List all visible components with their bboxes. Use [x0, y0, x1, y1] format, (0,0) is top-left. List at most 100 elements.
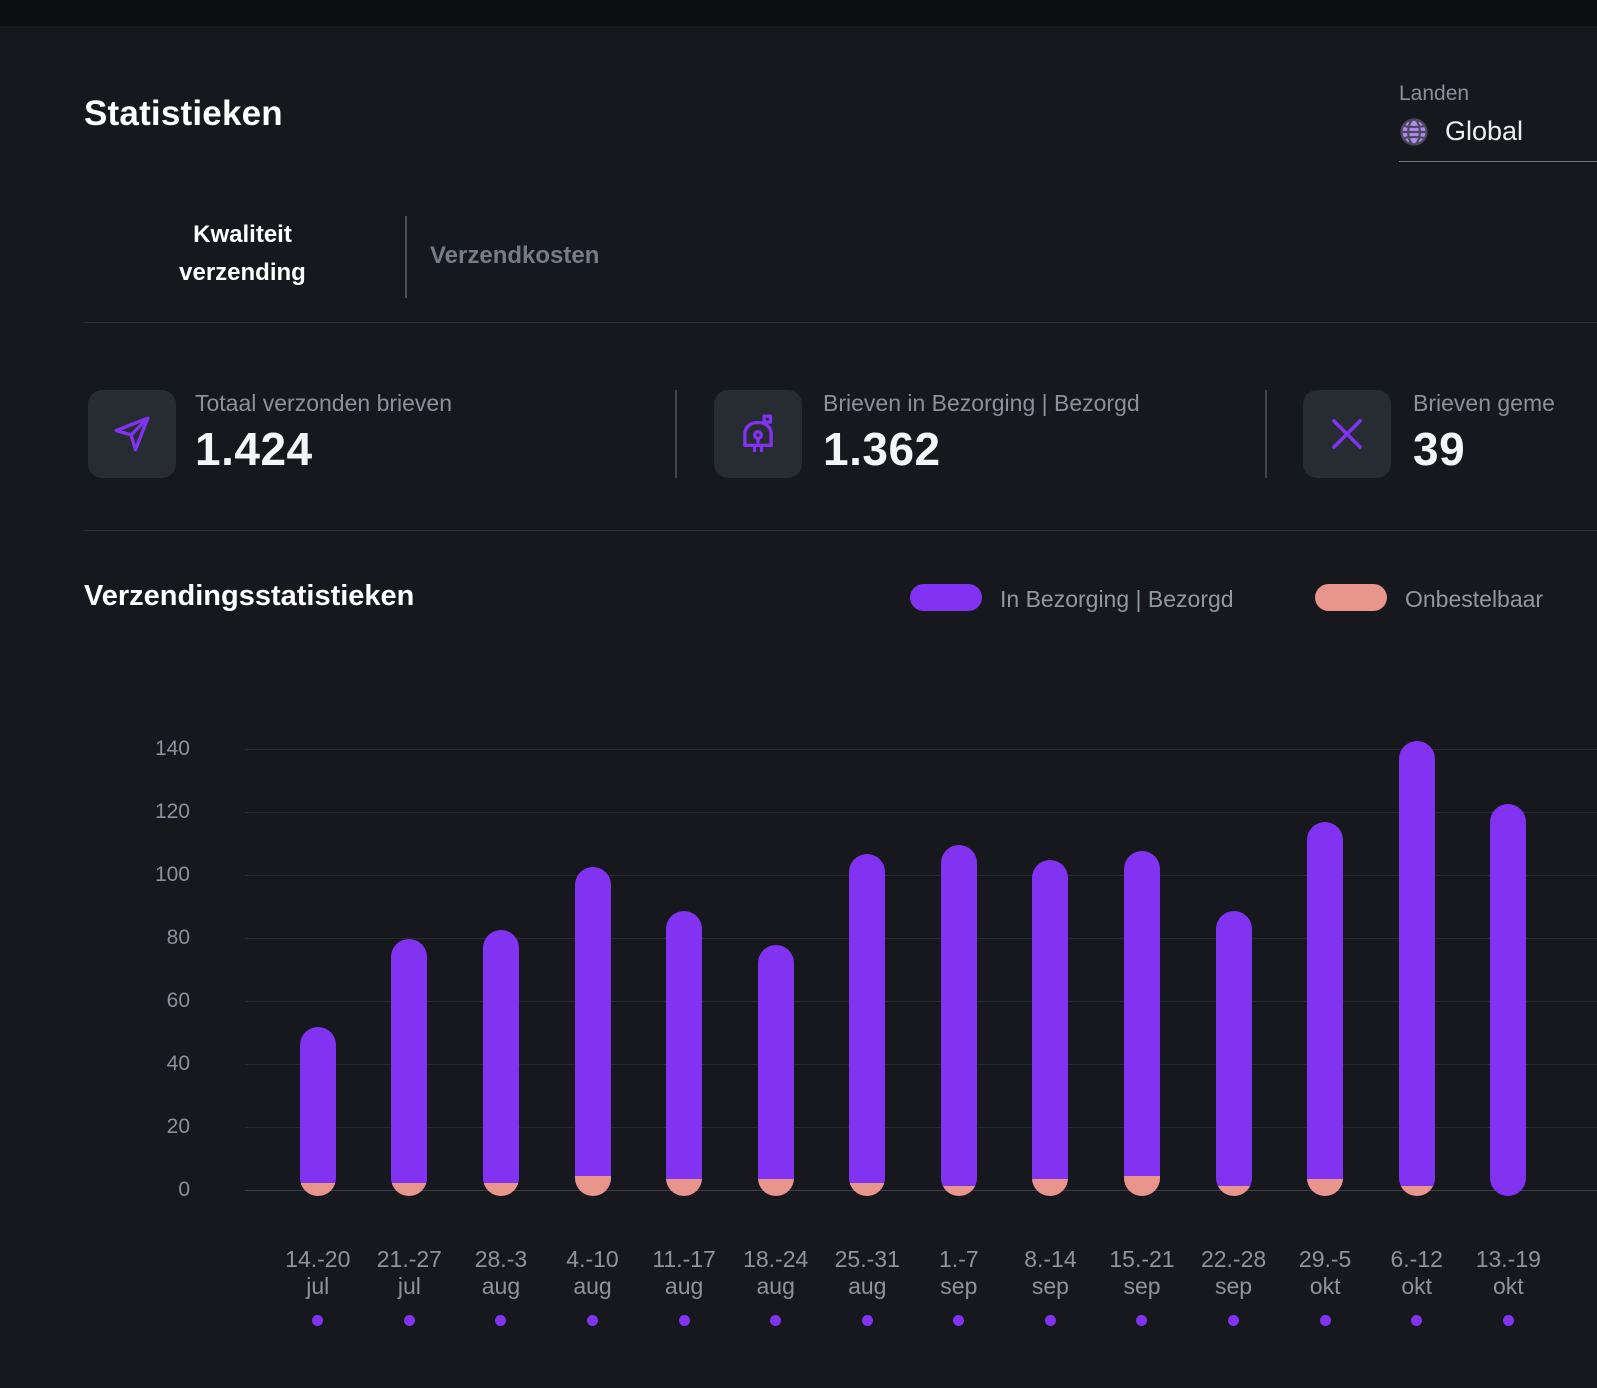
x-label-22.-28-sep: 22.-28 sep	[1188, 1246, 1280, 1326]
bar-29.-5-okt[interactable]	[1307, 822, 1344, 1196]
legend-label-onbestelbaar: Onbestelbaar	[1405, 586, 1544, 612]
bar-11.-17-aug[interactable]	[666, 910, 703, 1196]
top-strip	[0, 0, 1597, 26]
tabs-divider	[405, 216, 407, 298]
x-label-11.-17-aug: 11.-17 aug	[638, 1246, 730, 1326]
bar-slot	[1463, 750, 1555, 1196]
bar-4.-10-aug[interactable]	[574, 866, 611, 1196]
bar-15.-21-sep[interactable]	[1123, 850, 1160, 1196]
x-axis-dot	[1319, 1315, 1331, 1326]
x-axis-dot	[1502, 1315, 1514, 1326]
bar-21.-27-jul[interactable]	[391, 939, 428, 1196]
stat-card-sent-icon-tile	[88, 390, 176, 478]
bar-segment-onbestelbaar	[299, 1182, 336, 1196]
stat-card-sent: Totaal verzonden brieven 1.424	[195, 390, 635, 476]
x-label-range: 29.-5	[1298, 1246, 1352, 1272]
gridline-140	[245, 749, 1597, 750]
x-label-month: aug	[664, 1273, 704, 1299]
bar-segment-onbestelbaar	[940, 1185, 977, 1196]
y-tick-label-40: 40	[166, 1052, 190, 1075]
bar-slot	[547, 750, 639, 1196]
x-label-18.-24-aug: 18.-24 aug	[730, 1246, 822, 1326]
bar-25.-31-aug[interactable]	[849, 853, 886, 1196]
country-select[interactable]: Landen Global	[1399, 82, 1597, 162]
bar-slot	[272, 750, 364, 1196]
bar-slot	[821, 750, 913, 1196]
x-axis-dot	[861, 1315, 873, 1326]
globe-icon	[1399, 117, 1429, 147]
x-label-15.-21-sep: 15.-21 sep	[1096, 1246, 1188, 1326]
x-label-month: aug	[756, 1273, 795, 1299]
bar-8.-14-sep[interactable]	[1032, 860, 1069, 1196]
x-icon	[1326, 413, 1368, 455]
stat-missed-label: Brieven geme	[1413, 390, 1555, 416]
x-axis-dot	[770, 1315, 782, 1326]
x-label-month: okt	[1492, 1273, 1524, 1299]
page-title: Statistieken	[84, 94, 283, 133]
x-axis-dot	[312, 1315, 324, 1326]
bar-14.-20-jul[interactable]	[299, 1027, 336, 1196]
country-select-value: Global	[1445, 116, 1524, 146]
bar-22.-28-sep[interactable]	[1215, 910, 1252, 1196]
x-axis-dot	[403, 1315, 415, 1326]
gridline-60	[245, 1001, 1597, 1002]
x-axis-dot	[587, 1315, 599, 1326]
country-select-label: Landen	[1399, 82, 1470, 105]
gridline-40	[245, 1064, 1597, 1065]
x-label-21.-27-jul: 21.-27 jul	[364, 1246, 456, 1326]
legend-swatch-bezorgd[interactable]	[910, 584, 982, 611]
y-tick-label-0: 0	[178, 1178, 190, 1201]
y-tick-label-80: 80	[166, 926, 190, 949]
x-label-range: 18.-24	[743, 1246, 809, 1272]
x-axis-dot	[678, 1315, 690, 1326]
stat-card-delivery-icon-tile	[714, 390, 802, 478]
bar-1.-7-sep[interactable]	[940, 844, 977, 1196]
x-label-29.-5-okt: 29.-5 okt	[1279, 1246, 1371, 1326]
chart-grid: 0 20 40 60 80 100 120 140	[155, 737, 1597, 1201]
x-label-range: 21.-27	[376, 1246, 442, 1272]
send-icon	[111, 413, 153, 455]
x-label-month: aug	[481, 1273, 521, 1299]
bar-6.-12-okt[interactable]	[1398, 740, 1435, 1196]
legend-label-bezorgd: In Bezorging | Bezorgd	[1000, 586, 1234, 612]
stat-card-missed: Brieven geme 39	[1413, 390, 1597, 476]
legend-swatch-onbestelbaar[interactable]	[1315, 584, 1387, 611]
x-label-month: sep	[1123, 1273, 1161, 1299]
chart-bars	[272, 740, 1555, 1196]
x-label-range: 22.-28	[1200, 1246, 1267, 1272]
mailbox-icon	[737, 413, 779, 455]
bar-segment-onbestelbaar	[1032, 1179, 1069, 1196]
x-label-range: 28.-3	[474, 1246, 528, 1272]
gridline-20	[245, 1127, 1597, 1128]
x-label-range: 6.-12	[1390, 1246, 1443, 1272]
stat-card-missed-icon-tile	[1303, 390, 1391, 478]
x-label-month: sep	[940, 1273, 978, 1299]
stat-divider-1	[675, 390, 677, 478]
divider-under-tabs	[84, 322, 1597, 323]
chart-section-title: Verzendingsstatistieken	[84, 580, 415, 612]
x-label-28.-3-aug: 28.-3 aug	[455, 1246, 547, 1326]
y-tick-label-20: 20	[166, 1115, 190, 1138]
x-label-range: 1.-7	[939, 1246, 979, 1272]
bar-18.-24-aug[interactable]	[757, 945, 794, 1196]
bar-slot	[1096, 750, 1188, 1196]
bar-13.-19-okt[interactable]	[1490, 803, 1527, 1196]
x-label-1.-7-sep: 1.-7 sep	[913, 1246, 1005, 1326]
x-label-month: jul	[306, 1273, 330, 1299]
x-label-4.-10-aug: 4.-10 aug	[547, 1246, 639, 1326]
bar-28.-3-aug[interactable]	[482, 929, 519, 1196]
tab-verzendkosten[interactable]: Verzendkosten	[430, 242, 600, 269]
x-axis-dot	[953, 1315, 965, 1326]
x-label-range: 15.-21	[1109, 1246, 1175, 1272]
y-tick-label-120: 120	[154, 800, 190, 823]
y-tick-label-100: 100	[154, 863, 190, 886]
stat-missed-value: 39	[1413, 423, 1466, 475]
tab-kwaliteit-verzending[interactable]: Kwaliteit verzending	[179, 221, 306, 286]
x-label-range: 14.-20	[285, 1246, 351, 1272]
bar-segment-onbestelbaar	[391, 1182, 428, 1196]
bar-slot	[638, 750, 730, 1196]
stat-sent-label: Totaal verzonden brieven	[195, 390, 452, 416]
gridline-80	[245, 938, 1597, 939]
x-label-month: sep	[1215, 1273, 1253, 1299]
